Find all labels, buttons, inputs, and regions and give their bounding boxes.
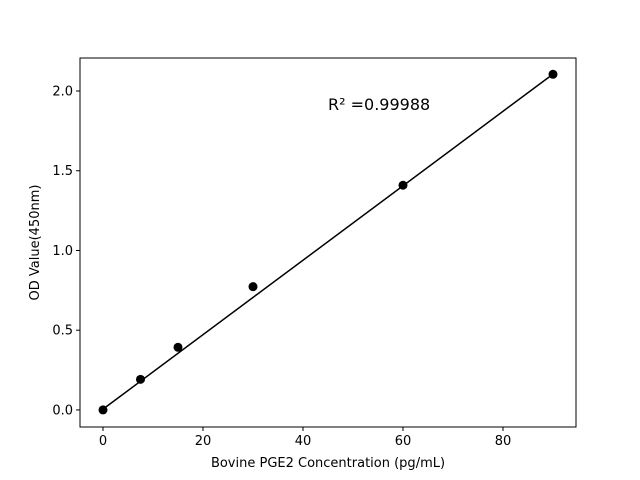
y-tick-label: 0.0 [52,403,73,418]
axes-frame [79,57,577,428]
x-tick-label: 80 [495,434,512,449]
data-point [548,69,558,79]
y-tick-label: 1.5 [52,164,73,179]
x-tick-label: 60 [395,434,412,449]
r-squared-annotation: R² =0.99988 [328,95,430,114]
data-point [398,180,408,190]
y-axis-label: OD Value(450nm) [28,185,43,301]
data-point [248,282,258,292]
data-point [98,405,108,415]
y-tick-label: 0.5 [52,324,73,339]
y-tick-label: 2.0 [52,85,73,100]
data-point [136,374,145,384]
data-point [173,342,183,352]
x-tick-label: 40 [295,434,312,449]
fit-line [102,73,554,410]
x-tick-label: 20 [195,434,212,449]
x-axis-label: Bovine PGE2 Concentration (pg/mL) [211,456,445,471]
x-tick-label: 0 [99,434,107,449]
y-tick-label: 1.0 [52,244,73,259]
